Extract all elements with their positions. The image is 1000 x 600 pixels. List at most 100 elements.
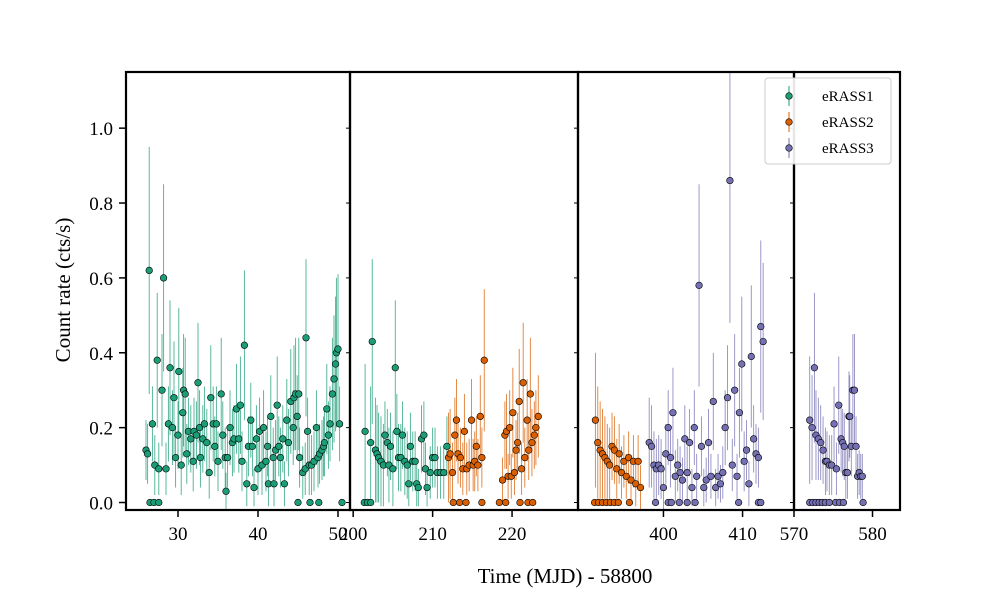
data-point-eRASS3	[843, 468, 851, 477]
data-point-eRASS2	[510, 468, 519, 477]
data-point-eRASS1	[320, 439, 329, 447]
panel-3: 400 410	[574, 70, 796, 545]
data-point-eRASS3	[850, 386, 859, 394]
data-point-eRASS1	[183, 450, 191, 458]
data-point-eRASS3	[759, 337, 767, 346]
data-point-eRASS3	[731, 386, 739, 394]
data-point-eRASS1	[304, 427, 312, 435]
legend-label-eRASS2: eRASS2	[822, 115, 874, 131]
data-point-eRASS2	[532, 424, 540, 432]
legend-marker-eRASS1	[785, 92, 793, 100]
data-point-eRASS3	[757, 498, 765, 507]
data-point-eRASS2	[534, 412, 542, 421]
data-point-eRASS1	[205, 468, 213, 477]
data-point-eRASS2	[613, 465, 621, 473]
data-point-eRASS1	[393, 427, 401, 435]
data-point-eRASS3	[846, 412, 854, 421]
data-point-eRASS3	[750, 435, 758, 443]
data-point-eRASS1	[296, 453, 304, 462]
data-point-eRASS2	[625, 498, 634, 507]
data-point-eRASS2	[620, 457, 628, 465]
data-point-eRASS1	[189, 457, 197, 465]
data-point-eRASS1	[144, 450, 152, 458]
data-point-eRASS1	[276, 453, 285, 462]
data-point-eRASS2	[516, 498, 524, 507]
data-point-eRASS2	[498, 476, 507, 484]
y-tick-label: 0.4	[89, 344, 113, 365]
data-point-eRASS1	[423, 483, 431, 492]
data-point-eRASS1	[160, 274, 168, 282]
data-point-eRASS1	[421, 465, 430, 473]
data-point-eRASS2	[472, 442, 480, 450]
data-point-eRASS3	[728, 461, 736, 469]
data-point-eRASS2	[530, 431, 538, 439]
legend-box	[764, 77, 892, 165]
data-point-eRASS3	[662, 450, 670, 458]
data-point-eRASS1	[181, 390, 189, 398]
data-point-eRASS3	[691, 498, 699, 507]
data-point-eRASS2	[452, 416, 461, 424]
y-axis: 0.0 0.2 0.4 0.6 0.8 1.0	[89, 119, 126, 515]
legend-label-eRASS1: eRASS1	[822, 89, 874, 105]
data-point-eRASS3	[704, 439, 713, 447]
data-point-eRASS1	[217, 390, 225, 398]
data-point-eRASS3	[712, 483, 720, 492]
data-point-eRASS2	[480, 356, 488, 364]
data-point-eRASS1	[284, 439, 293, 447]
data-point-eRASS3	[835, 401, 843, 409]
data-point-eRASS3	[702, 476, 710, 484]
data-point-eRASS2	[526, 390, 534, 398]
data-point-eRASS3	[659, 483, 668, 492]
data-point-eRASS3	[664, 424, 672, 432]
data-point-eRASS1	[174, 431, 182, 439]
x-tick-label: 580	[858, 524, 887, 545]
data-point-eRASS1	[403, 461, 411, 469]
data-point-eRASS1	[168, 424, 176, 432]
panel-4: 570 580	[780, 70, 902, 545]
data-point-eRASS1	[207, 394, 215, 402]
data-point-eRASS3	[693, 472, 701, 480]
data-point-eRASS1	[248, 442, 256, 450]
data-point-eRASS3	[707, 472, 715, 480]
data-point-eRASS3	[688, 483, 696, 492]
data-point-eRASS1	[155, 498, 163, 507]
data-point-eRASS3	[810, 364, 819, 372]
data-point-eRASS2	[523, 416, 531, 424]
data-point-eRASS1	[172, 453, 180, 462]
data-point-eRASS1	[426, 468, 434, 477]
data-point-eRASS2	[625, 453, 633, 462]
data-point-eRASS1	[326, 420, 334, 428]
data-point-eRASS3	[747, 352, 755, 361]
y-tick-label: 0.2	[89, 419, 113, 440]
data-point-eRASS1	[273, 401, 281, 409]
data-point-eRASS1	[219, 431, 227, 439]
data-point-eRASS2	[617, 468, 626, 477]
data-point-eRASS2	[528, 439, 536, 447]
data-point-eRASS1	[361, 427, 369, 435]
data-point-eRASS1	[177, 461, 185, 469]
data-point-eRASS2	[449, 498, 457, 507]
data-point-eRASS1	[381, 431, 389, 439]
data-point-eRASS1	[414, 483, 422, 492]
data-point-eRASS3	[757, 322, 765, 331]
data-point-eRASS1	[252, 435, 260, 443]
data-point-eRASS2	[614, 498, 622, 507]
data-point-eRASS1	[196, 424, 204, 432]
data-point-eRASS1	[289, 424, 297, 432]
data-point-eRASS1	[280, 480, 289, 488]
data-point-eRASS2	[514, 439, 522, 447]
legend-marker-eRASS2	[785, 118, 793, 126]
data-point-eRASS1	[238, 457, 246, 465]
data-point-eRASS1	[170, 394, 178, 402]
data-point-eRASS1	[368, 337, 376, 346]
data-point-eRASS1	[222, 487, 230, 495]
data-point-eRASS1	[295, 390, 303, 398]
data-point-eRASS3	[651, 498, 660, 507]
data-point-eRASS1	[145, 266, 153, 275]
data-point-eRASS2	[506, 424, 514, 432]
data-point-eRASS3	[840, 442, 848, 450]
data-point-eRASS2	[627, 476, 635, 484]
data-point-eRASS3	[700, 483, 708, 492]
data-point-eRASS3	[742, 446, 751, 454]
